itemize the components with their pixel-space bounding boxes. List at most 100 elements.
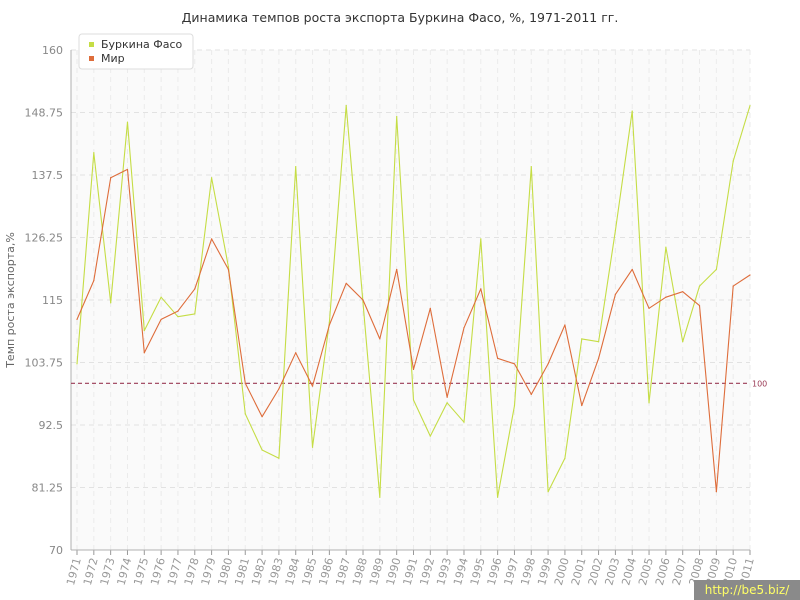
data-point bbox=[715, 268, 717, 271]
y-tick-label: 115 bbox=[42, 294, 63, 307]
data-point bbox=[396, 116, 398, 118]
data-point bbox=[429, 435, 431, 437]
data-point bbox=[648, 402, 650, 404]
watermark[interactable]: http://be5.biz/ bbox=[694, 580, 800, 600]
data-point bbox=[227, 266, 230, 268]
data-point bbox=[261, 449, 263, 451]
data-point bbox=[614, 229, 617, 232]
y-tick-label: 92.5 bbox=[39, 419, 64, 432]
data-point bbox=[715, 491, 717, 493]
data-point bbox=[665, 296, 667, 298]
legend-box bbox=[78, 33, 194, 70]
data-point bbox=[396, 268, 398, 271]
data-point bbox=[76, 318, 78, 321]
data-point bbox=[244, 413, 246, 415]
y-axis-label: Темп роста экспорта,% bbox=[4, 232, 17, 369]
data-point bbox=[311, 446, 314, 448]
data-point bbox=[362, 299, 364, 301]
data-point bbox=[463, 327, 465, 329]
legend-swatch bbox=[89, 56, 94, 61]
data-point bbox=[665, 246, 667, 248]
data-point bbox=[513, 404, 516, 407]
data-point bbox=[295, 166, 297, 168]
reference-line-label: 100 bbox=[752, 379, 767, 388]
data-point bbox=[682, 341, 684, 343]
data-point bbox=[581, 404, 583, 407]
data-point bbox=[379, 338, 381, 340]
data-point bbox=[497, 357, 499, 359]
data-point bbox=[480, 288, 482, 290]
data-point bbox=[211, 177, 213, 179]
y-tick-label: 126.25 bbox=[25, 232, 64, 245]
data-point bbox=[564, 324, 566, 326]
y-tick-label: 70 bbox=[49, 544, 63, 557]
data-point bbox=[328, 321, 330, 323]
plot-area bbox=[71, 50, 750, 550]
data-point bbox=[631, 110, 633, 112]
data-point bbox=[480, 238, 482, 240]
data-point bbox=[177, 316, 179, 318]
chart-title: Динамика темпов роста экспорта Буркина Ф… bbox=[182, 10, 619, 25]
y-tick-label: 160 bbox=[42, 44, 63, 57]
reference-line-group: 100 bbox=[71, 379, 767, 388]
data-point bbox=[463, 421, 465, 423]
data-point bbox=[429, 307, 431, 309]
data-point bbox=[530, 393, 532, 396]
data-point bbox=[412, 368, 415, 371]
data-point bbox=[345, 282, 347, 284]
data-point bbox=[581, 338, 583, 340]
data-point bbox=[177, 310, 179, 312]
data-point bbox=[345, 104, 347, 107]
data-point bbox=[682, 291, 684, 293]
data-point bbox=[614, 293, 617, 296]
data-point bbox=[379, 496, 381, 498]
data-point bbox=[648, 307, 650, 309]
y-tick-label: 137.5 bbox=[32, 169, 64, 182]
data-point bbox=[446, 396, 448, 398]
axes: 70 81.25 92.5 103.75 115 126.25 137.5 148.75 160… bbox=[25, 44, 757, 587]
data-point bbox=[110, 302, 112, 304]
data-point bbox=[564, 457, 566, 459]
series-group bbox=[76, 104, 751, 498]
data-point bbox=[497, 496, 499, 498]
data-point bbox=[597, 341, 600, 343]
data-point bbox=[278, 457, 280, 459]
grid bbox=[71, 49, 751, 551]
legend-entry: Мир bbox=[101, 52, 125, 65]
data-point bbox=[126, 121, 129, 123]
data-point bbox=[749, 104, 751, 107]
data-point bbox=[93, 152, 95, 154]
data-point bbox=[143, 352, 145, 354]
data-point bbox=[160, 296, 162, 298]
data-point bbox=[732, 160, 734, 162]
data-point bbox=[76, 363, 78, 365]
data-point bbox=[446, 402, 448, 404]
data-point bbox=[244, 382, 246, 384]
data-point bbox=[143, 329, 145, 332]
data-point bbox=[547, 491, 549, 493]
data-point bbox=[749, 274, 751, 276]
data-point bbox=[597, 357, 600, 359]
y-tick-label: 81.25 bbox=[32, 482, 64, 495]
data-point bbox=[513, 363, 516, 365]
data-point bbox=[328, 324, 330, 326]
data-point bbox=[126, 168, 129, 171]
data-point bbox=[227, 268, 230, 271]
data-point bbox=[362, 302, 364, 304]
legend-swatch bbox=[89, 42, 94, 47]
data-point bbox=[698, 304, 701, 307]
data-point bbox=[311, 385, 314, 387]
data-point bbox=[631, 268, 633, 271]
y-tick-label: 148.75 bbox=[25, 107, 64, 120]
data-point bbox=[194, 313, 196, 315]
data-point bbox=[194, 288, 196, 290]
legend-entry: Буркина Фасо bbox=[101, 38, 183, 51]
data-point bbox=[698, 285, 701, 287]
data-point bbox=[93, 279, 95, 282]
data-point bbox=[732, 285, 734, 287]
data-point bbox=[110, 177, 112, 179]
data-point bbox=[295, 352, 297, 354]
data-point bbox=[530, 166, 532, 168]
